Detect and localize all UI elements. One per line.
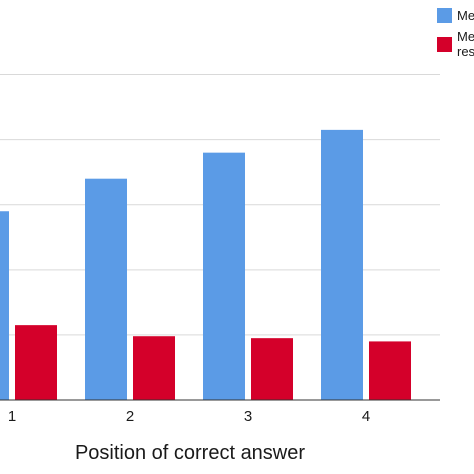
legend-label: Me: [457, 8, 474, 23]
bar-series2-3: [251, 338, 293, 400]
bar-series2-1: [15, 325, 57, 400]
bar-series1-3: [203, 152, 245, 400]
bar-series1-1: [0, 211, 9, 400]
x-tick-label: 3: [244, 408, 252, 425]
legend-label: res: [457, 44, 474, 59]
bar-series1-2: [85, 178, 127, 400]
x-tick-label: 4: [362, 408, 370, 425]
bar-series2-2: [133, 336, 175, 400]
legend-swatch: [437, 37, 452, 52]
x-axis-title: Position of correct answer: [75, 442, 305, 464]
bar-series1-4: [321, 129, 363, 400]
x-tick-label: 1: [8, 408, 16, 425]
x-tick-labels: 1 2 3 4: [8, 408, 370, 425]
bars: [0, 129, 411, 400]
bar-series2-4: [369, 341, 411, 400]
legend-label: Me: [457, 29, 474, 44]
legend-swatch: [437, 8, 452, 23]
x-tick-label: 2: [126, 408, 134, 425]
